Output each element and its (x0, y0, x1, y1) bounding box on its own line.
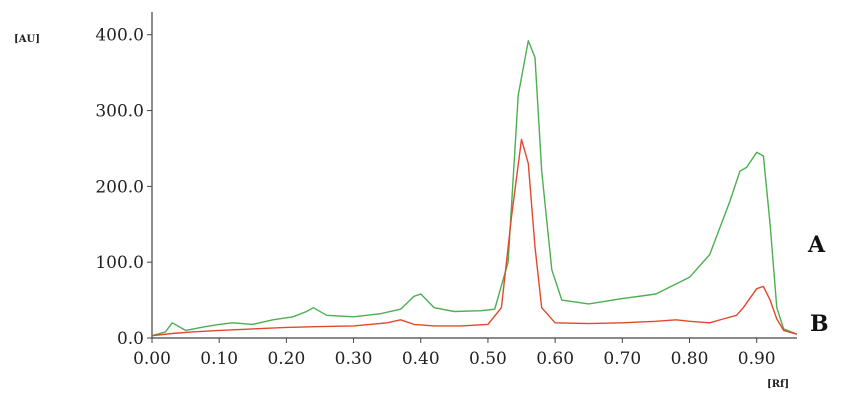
x-tick-label: 0.20 (267, 349, 305, 369)
y-tick-label: 300.0 (95, 102, 144, 122)
y-axis-unit-label: [AU] (14, 34, 40, 45)
series-line-b (151, 138, 798, 337)
y-tick-label: 400.0 (95, 26, 144, 46)
x-tick-label: 0.00 (133, 349, 171, 369)
x-tick-label: 0.10 (200, 349, 238, 369)
x-tick-label: 0.60 (536, 349, 574, 369)
x-axis-unit-label: [Rf] (767, 379, 789, 390)
chart-ticks: 0.0 100.0 200.0 300.0 400.0 0.00 0.10 0.20 0.30 0… (95, 26, 775, 369)
x-tick-label: 0.30 (335, 349, 373, 369)
x-tick-label: 0.50 (469, 349, 507, 369)
chart-series-layer (151, 40, 798, 337)
series-label-b: B (810, 311, 829, 337)
x-tick-label: 0.70 (603, 349, 641, 369)
series-line-a (151, 40, 798, 337)
series-label-a: A (807, 232, 826, 258)
y-tick-label: 200.0 (95, 177, 144, 197)
y-tick-label: 100.0 (95, 253, 144, 273)
x-tick-label: 0.40 (402, 349, 440, 369)
x-tick-label: 0.80 (671, 349, 709, 369)
y-tick-label: 0.0 (117, 329, 144, 349)
chart-axes (151, 12, 797, 339)
x-tick-label: 0.90 (738, 349, 776, 369)
